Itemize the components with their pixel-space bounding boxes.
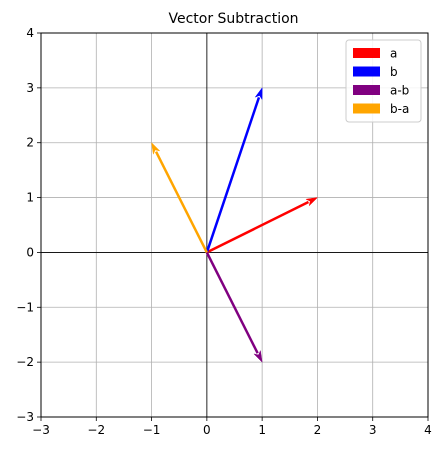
- legend-label: a: [390, 47, 397, 61]
- y-tick-label: −1: [16, 300, 34, 314]
- y-tick-label: 1: [26, 191, 34, 205]
- vector-a: [206, 197, 319, 254]
- vector-shaft: [206, 200, 310, 254]
- y-tick-label: −2: [16, 355, 34, 369]
- y-tick-label: 2: [26, 136, 34, 150]
- vector-shaft: [205, 96, 261, 253]
- legend-swatch: [353, 85, 380, 95]
- vector-a-b: [205, 251, 263, 363]
- origin-axes: [41, 33, 428, 417]
- vector-series: [151, 87, 319, 363]
- vector-b: [205, 87, 263, 253]
- legend-label: a-b: [390, 84, 409, 98]
- vector-shaft: [154, 151, 208, 253]
- vector-arrowhead: [253, 349, 263, 363]
- x-axis-ticks: −3 −2 −1 0 1 2 3 4: [32, 417, 432, 437]
- y-tick-label: 0: [26, 245, 34, 259]
- x-tick-label: 1: [258, 423, 266, 437]
- vector-b-a: [151, 141, 208, 253]
- legend-swatch: [353, 66, 380, 77]
- vector-shaft: [205, 251, 259, 354]
- x-tick-label: −3: [32, 423, 50, 437]
- x-tick-label: −1: [143, 423, 161, 437]
- legend: ab a-b b-a: [345, 39, 422, 123]
- y-tick-label: 4: [26, 26, 34, 40]
- legend-swatch: [353, 48, 380, 58]
- plot-frame: [40, 32, 429, 418]
- y-tick-label: 3: [26, 81, 34, 95]
- vector-arrowhead: [305, 197, 319, 207]
- x-tick-label: −2: [87, 423, 105, 437]
- y-tick-label: −3: [16, 410, 34, 424]
- legend-box: [345, 39, 422, 123]
- y-axis-ticks: −3 −2 −1 0 1 2 3 4: [16, 26, 41, 424]
- legend-label: b-a: [390, 102, 409, 116]
- x-tick-label: 2: [314, 423, 322, 437]
- x-tick-label: 4: [424, 423, 432, 437]
- vector-arrowhead: [254, 87, 263, 101]
- x-tick-label: 3: [369, 423, 377, 437]
- chart-title: Vector Subtraction: [168, 11, 298, 27]
- legend-swatch: [353, 103, 380, 114]
- vector-arrowhead: [151, 141, 161, 156]
- legend-label: b: [390, 65, 398, 79]
- x-tick-label: 0: [203, 423, 211, 437]
